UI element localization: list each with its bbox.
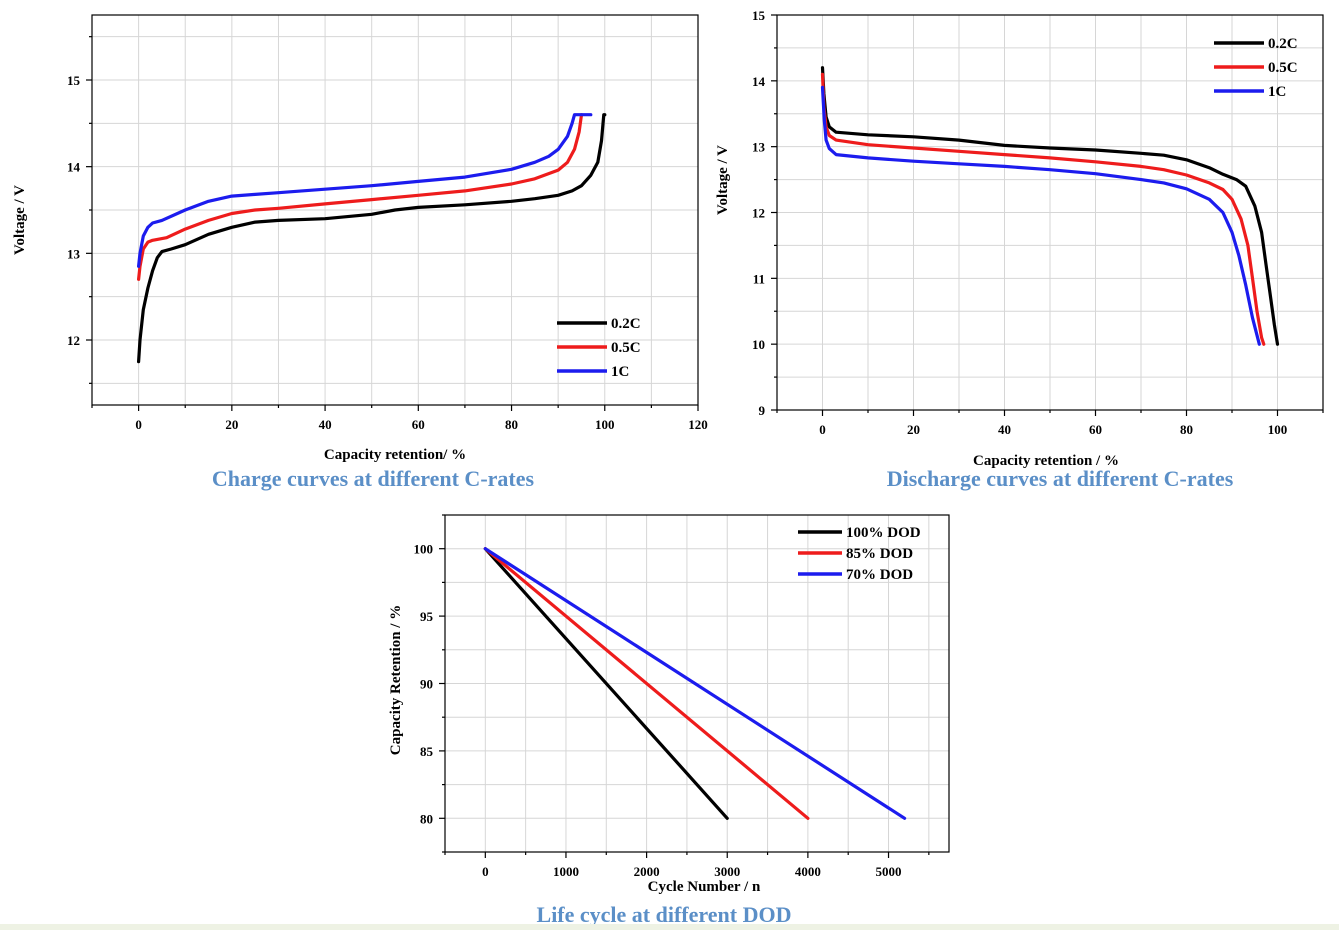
charge-series-0-5c-line xyxy=(137,113,584,281)
discharge-y-tick-label: 11 xyxy=(753,271,765,286)
lifecycle-y-tick-label: 95 xyxy=(420,609,434,624)
charge-y-tick-label: 12 xyxy=(67,333,80,348)
discharge-y-tick-label: 13 xyxy=(752,140,766,155)
discharge-y-tick-label: 15 xyxy=(752,8,766,23)
discharge-x-tick-label: 80 xyxy=(1180,422,1193,437)
lifecycle-x-tick-label: 2000 xyxy=(634,864,660,879)
charge-x-tick-label: 0 xyxy=(135,417,142,432)
discharge-y-tick-label: 14 xyxy=(752,74,766,89)
lifecycle-x-axis-label: Cycle Number / n xyxy=(648,879,761,895)
charge-x-axis-label: Capacity retention/ % xyxy=(324,447,466,463)
charge-y-axis-label: Voltage / V xyxy=(12,185,28,255)
charge-x-tick-label: 100 xyxy=(595,417,615,432)
charge-legend-label: 0.2C xyxy=(611,316,641,332)
lifecycle-legend-label: 100% DOD xyxy=(846,525,921,541)
lifecycle-y-tick-label: 85 xyxy=(420,744,434,759)
charge-legend: 0.2C 0.5C 1C xyxy=(557,316,641,380)
discharge-series-group xyxy=(820,66,1280,346)
discharge-x-axis-label: Capacity retention / % xyxy=(973,453,1119,469)
charge-y-tick-label: 13 xyxy=(67,246,81,261)
discharge-x-tick-label: 20 xyxy=(907,422,920,437)
discharge-chart-caption: Discharge curves at different C-rates xyxy=(887,466,1234,491)
discharge-series-0-5c-line xyxy=(820,72,1266,346)
lifecycle-legend: 100% DOD 85% DOD 70% DOD xyxy=(798,525,921,583)
lifecycle-y-tick-label: 90 xyxy=(420,677,433,692)
discharge-y-tick-label: 9 xyxy=(759,403,766,418)
lifecycle-series-100-dod-line xyxy=(483,547,729,820)
discharge-y-axis-label: Voltage / V xyxy=(715,145,731,215)
lifecycle-y-axis-label: Capacity Retention / % xyxy=(388,605,404,755)
lifecycle-x-tick-label: 4000 xyxy=(795,864,821,879)
discharge-y-tick-label: 12 xyxy=(752,206,765,221)
lifecycle-ticks: 0 1000 2000 3000 4000 5000 80 85 90 95 100 xyxy=(414,514,930,879)
lifecycle-x-tick-label: 0 xyxy=(482,864,489,879)
discharge-x-tick-label: 100 xyxy=(1268,422,1288,437)
lifecycle-x-tick-label: 1000 xyxy=(553,864,579,879)
lifecycle-y-tick-label: 80 xyxy=(420,811,433,826)
lifecycle-series-70-dod-line xyxy=(483,547,907,820)
lifecycle-y-tick-label: 100 xyxy=(414,542,434,557)
lifecycle-grid xyxy=(444,514,949,853)
discharge-legend: 0.2C 0.5C 1C xyxy=(1214,36,1298,100)
bottom-strip xyxy=(0,924,1339,930)
lifecycle-series-group xyxy=(483,547,907,820)
discharge-legend-label: 1C xyxy=(1268,84,1286,100)
discharge-ticks: 0 20 40 60 80 100 9 10 11 12 13 14 15 xyxy=(752,8,1324,437)
charge-x-tick-label: 80 xyxy=(505,417,518,432)
discharge-series-0-2c-line xyxy=(820,66,1280,346)
charge-x-tick-label: 20 xyxy=(225,417,238,432)
charge-x-tick-label: 60 xyxy=(412,417,425,432)
charge-chart: 0 20 40 60 80 100 120 12 13 14 15 Capacity retenti… xyxy=(12,14,708,491)
charge-legend-label: 1C xyxy=(611,364,629,380)
lifecycle-x-tick-label: 3000 xyxy=(714,864,740,879)
discharge-legend-label: 0.2C xyxy=(1268,36,1298,52)
charge-series-group xyxy=(137,113,607,364)
charge-y-tick-label: 14 xyxy=(67,160,81,175)
discharge-x-tick-label: 40 xyxy=(998,422,1011,437)
charge-y-tick-label: 15 xyxy=(67,73,81,88)
charge-x-tick-label: 40 xyxy=(319,417,332,432)
charge-x-tick-label: 120 xyxy=(688,417,708,432)
charge-chart-caption: Charge curves at different C-rates xyxy=(212,466,535,491)
lifecycle-series-85-dod-line xyxy=(483,547,810,820)
lifecycle-chart: 0 1000 2000 3000 4000 5000 80 85 90 95 100 Cycle N… xyxy=(388,514,950,927)
lifecycle-legend-label: 85% DOD xyxy=(846,546,913,562)
discharge-x-tick-label: 0 xyxy=(819,422,826,437)
discharge-y-tick-label: 10 xyxy=(752,337,765,352)
discharge-chart: 0 20 40 60 80 100 9 10 11 12 13 14 15 Capacity reten… xyxy=(715,8,1324,491)
charge-series-0-2c-line xyxy=(137,113,607,364)
charge-series-1c-line xyxy=(137,113,593,268)
discharge-series-1c-line xyxy=(820,85,1261,346)
charge-legend-label: 0.5C xyxy=(611,340,641,356)
lifecycle-x-tick-label: 5000 xyxy=(876,864,902,879)
lifecycle-chart-caption: Life cycle at different DOD xyxy=(537,902,792,927)
discharge-grid xyxy=(776,14,1324,411)
discharge-x-tick-label: 60 xyxy=(1089,422,1102,437)
discharge-legend-label: 0.5C xyxy=(1268,60,1298,76)
charge-ticks: 0 20 40 60 80 100 120 12 13 14 15 xyxy=(67,36,708,432)
lifecycle-legend-label: 70% DOD xyxy=(846,567,913,583)
